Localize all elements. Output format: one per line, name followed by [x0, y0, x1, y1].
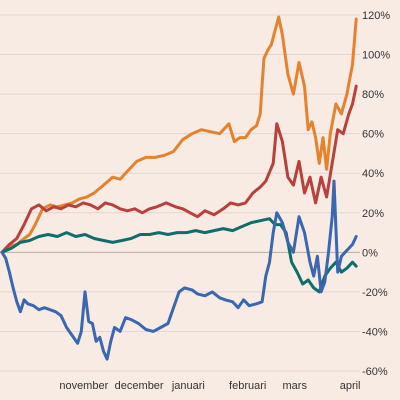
series-line-2	[0, 84, 358, 254]
x-tick-label: januari	[171, 380, 205, 392]
x-tick-label: november	[59, 380, 108, 392]
series-line-3	[0, 217, 358, 294]
y-tick-label: -60%	[362, 366, 388, 378]
y-tick-label: -40%	[362, 326, 388, 338]
y-tick-label: 60%	[362, 129, 384, 141]
x-tick-label: mars	[283, 380, 308, 392]
y-axis-tick-labels: -60% -40% -20% 0% 20% 40% 60% 80% 100% 120%	[362, 10, 390, 378]
x-tick-label: februari	[229, 380, 266, 392]
y-tick-label: -20%	[362, 287, 388, 299]
y-tick-label: 80%	[362, 89, 384, 101]
y-tick-label: 40%	[362, 168, 384, 180]
y-tick-label: 0%	[362, 247, 378, 259]
series-lines	[0, 15, 358, 361]
y-tick-label: 100%	[362, 50, 390, 62]
y-tick-label: 20%	[362, 208, 384, 220]
x-tick-label: april	[340, 380, 361, 392]
x-axis-tick-labels: november december januari februari mars april	[59, 380, 360, 392]
y-tick-label: 120%	[362, 10, 390, 22]
series-line-4	[0, 179, 358, 361]
x-tick-label: december	[115, 380, 164, 392]
gridlines	[0, 14, 360, 372]
